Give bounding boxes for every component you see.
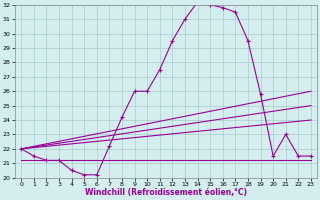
X-axis label: Windchill (Refroidissement éolien,°C): Windchill (Refroidissement éolien,°C) <box>85 188 247 197</box>
